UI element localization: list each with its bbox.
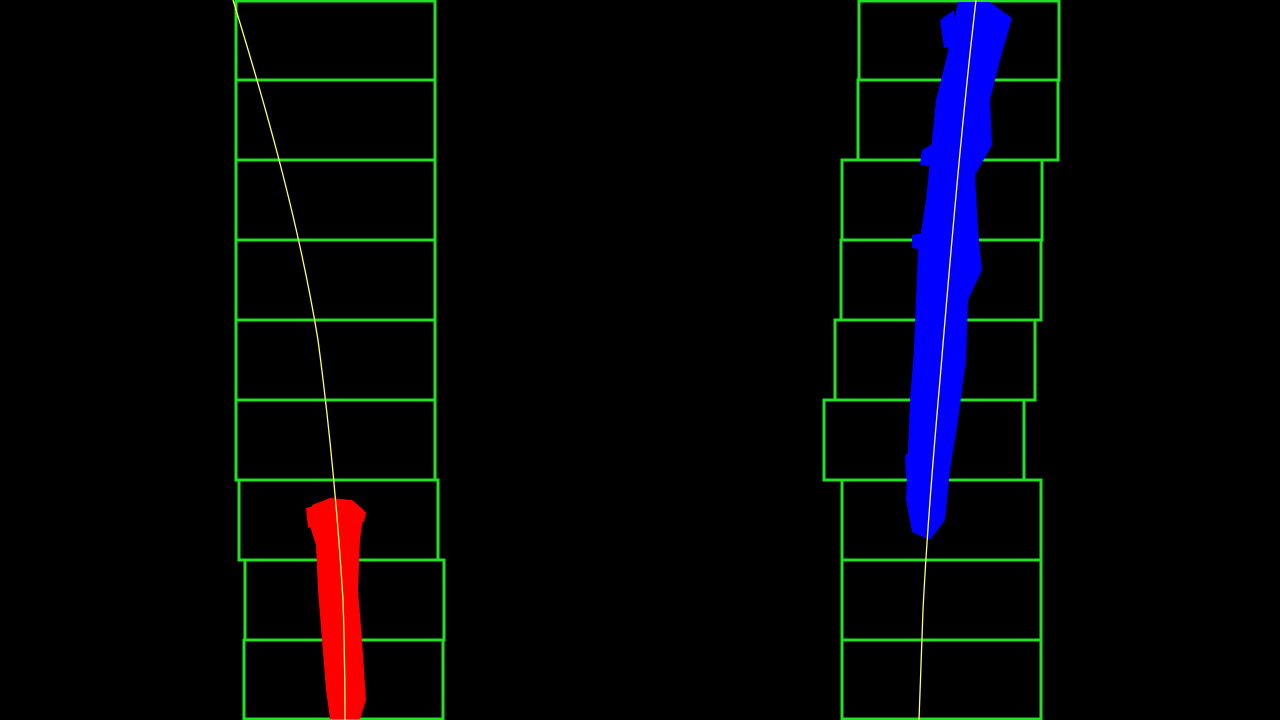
right-fit-line xyxy=(918,0,977,720)
lane-fit-lines xyxy=(232,0,977,720)
left-fit-line xyxy=(232,0,346,720)
left-lane-pixels xyxy=(306,498,366,719)
right-window-9 xyxy=(840,638,1043,720)
right-lane-pixels xyxy=(905,2,1012,540)
